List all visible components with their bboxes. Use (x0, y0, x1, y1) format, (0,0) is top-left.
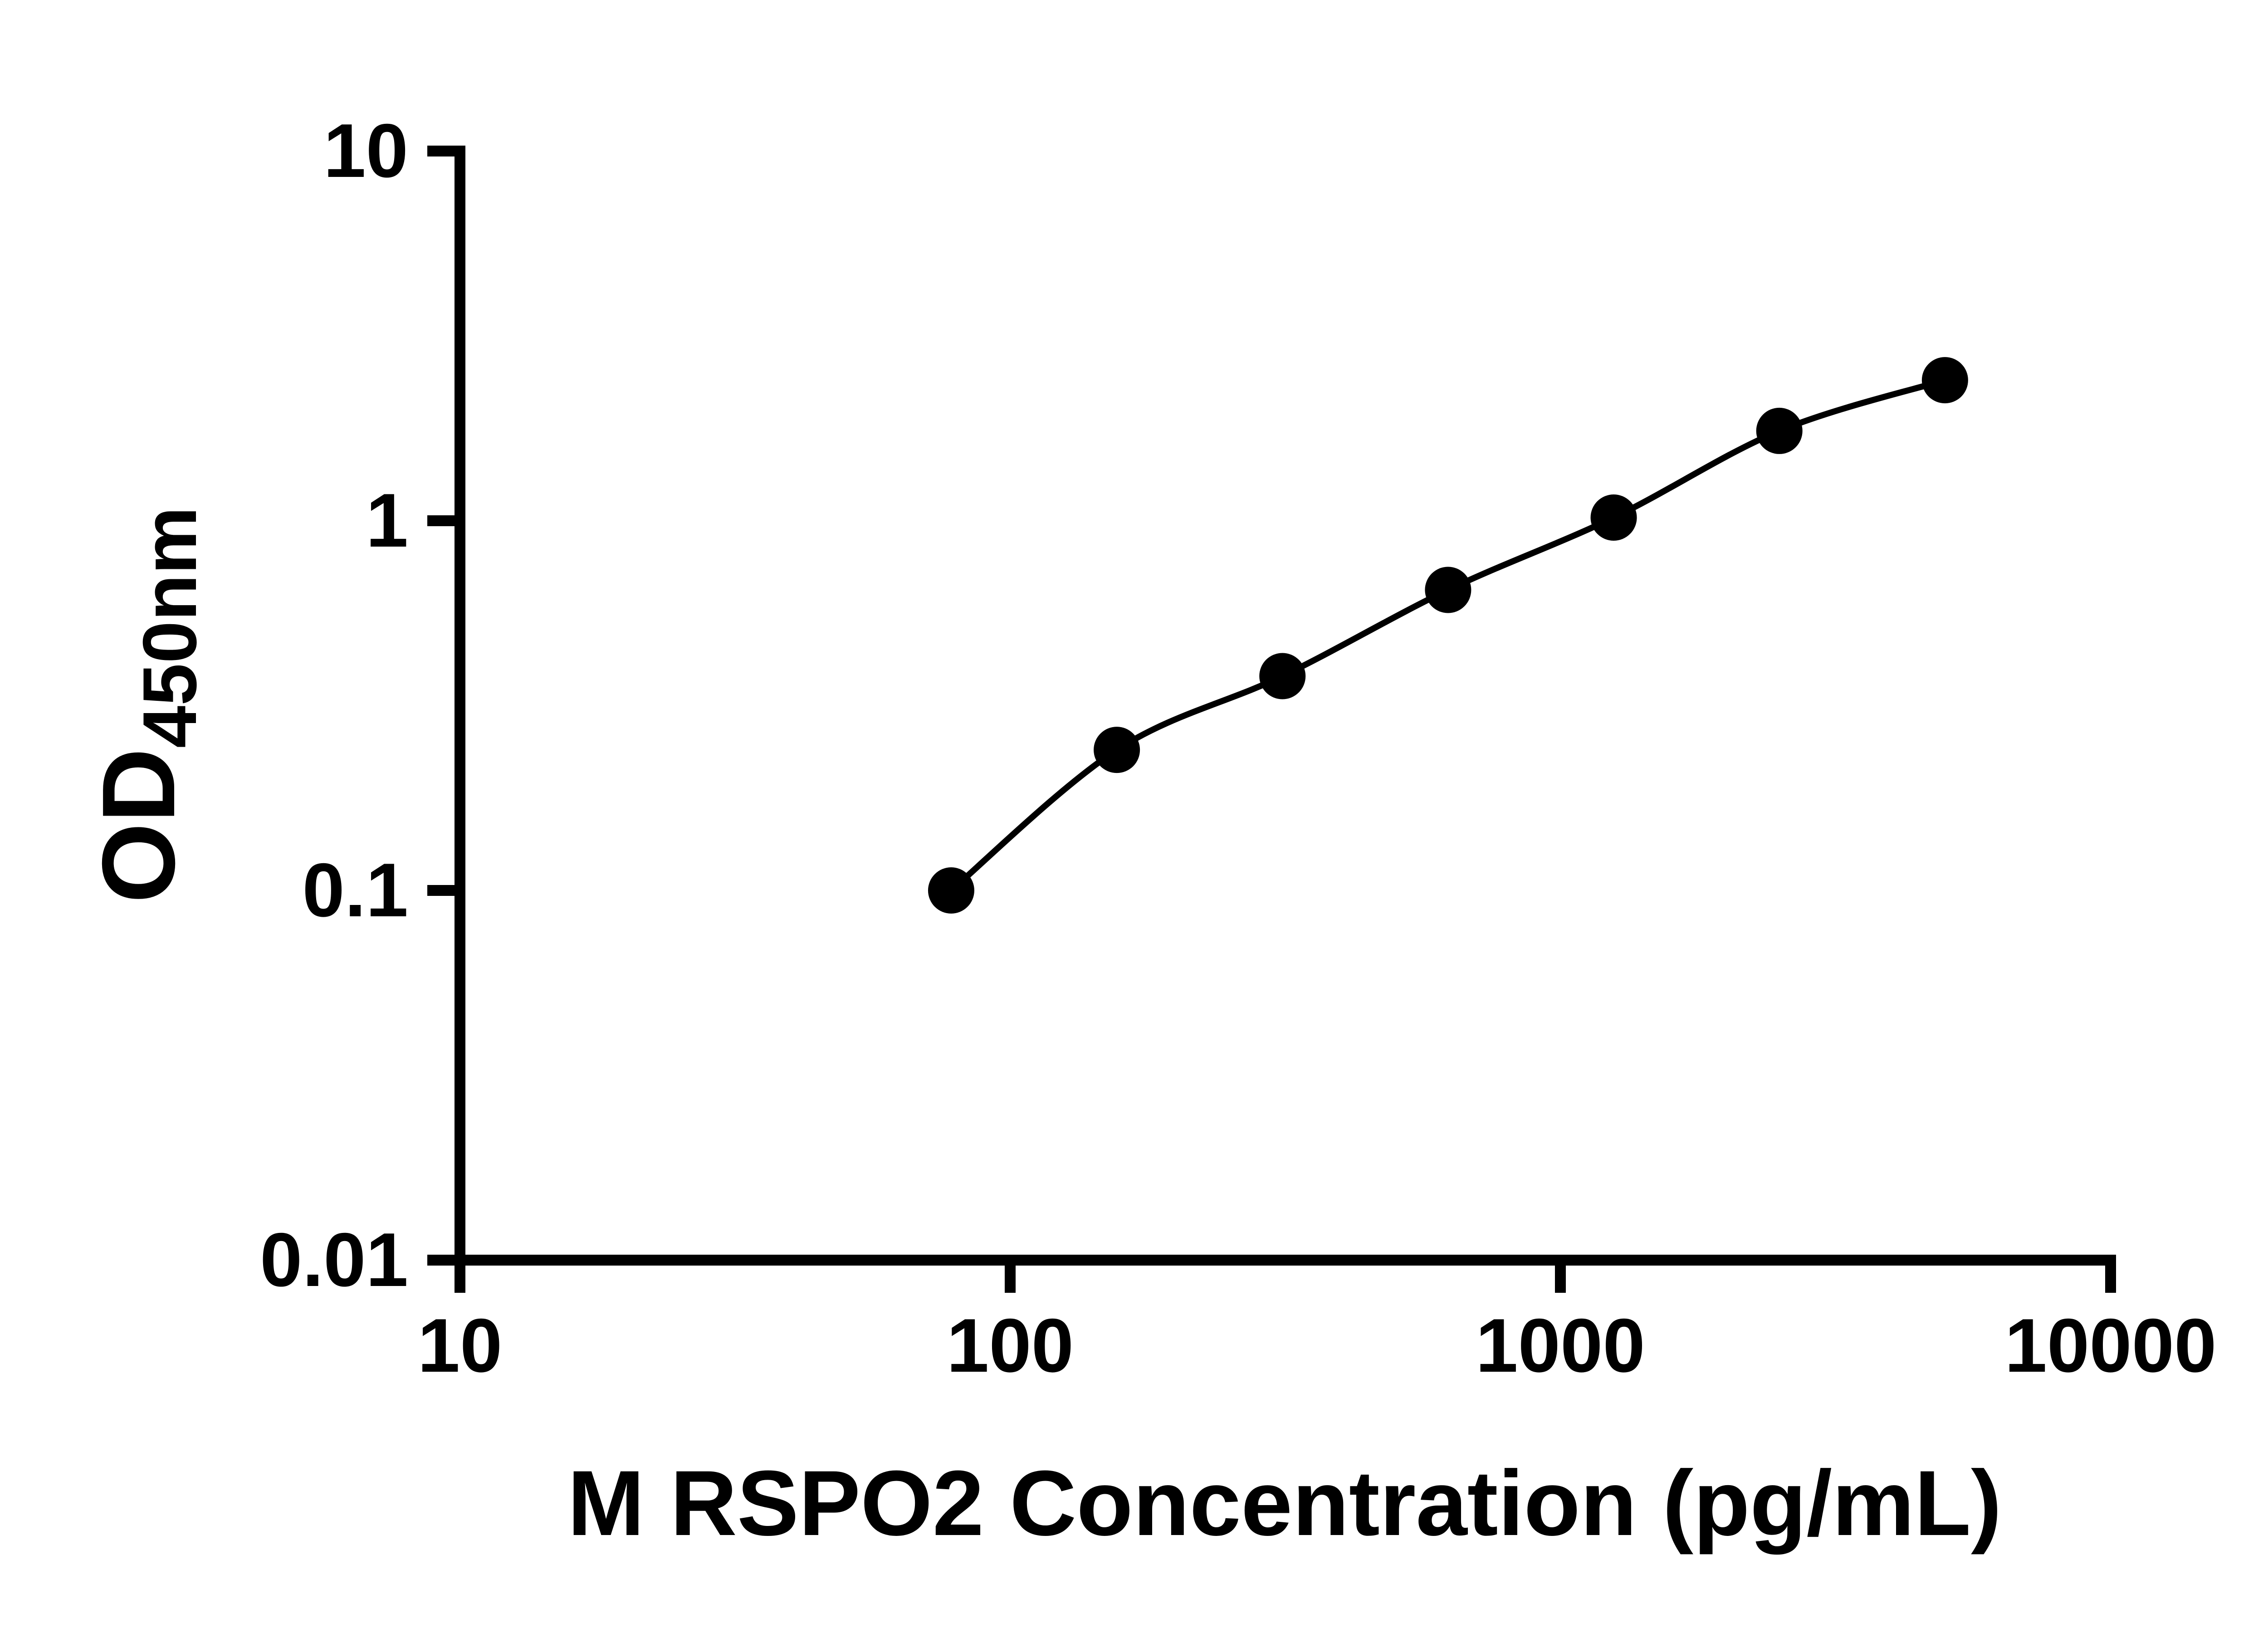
data-point (1756, 407, 1803, 454)
y-axis-title-subscript: 450nm (127, 507, 212, 748)
data-point (1921, 357, 1968, 404)
y-tick-label: 0.01 (260, 1217, 408, 1302)
data-point (928, 867, 974, 914)
plot-area: 10 100 1000 10000 0.01 0.1 1 10 (260, 108, 2217, 1388)
data-point (1590, 494, 1637, 541)
data-point (1094, 727, 1140, 773)
x-axis-title: M RSPO2 Concentration (pg/mL) (567, 1452, 2002, 1555)
y-axis-title: OD450nm (81, 507, 212, 903)
y-axis-title-main: OD (81, 748, 196, 903)
y-tick-label: 1 (366, 478, 408, 563)
x-tick-label: 1000 (1476, 1303, 1645, 1388)
y-tick-label: 0.1 (302, 847, 408, 933)
x-tick-label: 100 (947, 1303, 1074, 1388)
x-tick-label: 10000 (2004, 1303, 2216, 1388)
axes-frame (455, 146, 2116, 1266)
data-point (1425, 567, 1471, 613)
y-tick-label: 10 (323, 108, 408, 193)
fit-curve (949, 377, 1946, 893)
x-tick-label: 10 (418, 1303, 503, 1388)
data-point (1259, 653, 1306, 699)
